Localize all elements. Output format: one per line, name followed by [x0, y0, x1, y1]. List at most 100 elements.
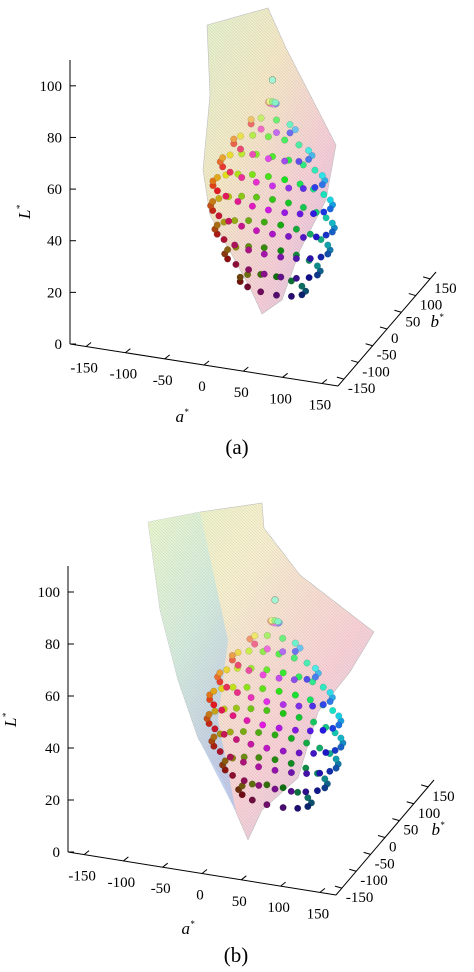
- sample-point: [210, 687, 218, 695]
- b-tick-label: 50: [405, 314, 420, 330]
- sample-point: [260, 218, 268, 226]
- sample-point: [296, 644, 304, 652]
- b-tick-label: -50: [377, 348, 397, 364]
- a-tick-label: -50: [153, 373, 173, 389]
- sample-point: [231, 241, 239, 249]
- sample-point: [332, 764, 340, 772]
- sample-point: [229, 771, 237, 779]
- b-tick-mark: [392, 818, 400, 822]
- sample-point: [316, 769, 324, 777]
- sample-point: [249, 150, 257, 158]
- b-tick-mark: [351, 359, 359, 363]
- sample-point: [245, 666, 253, 674]
- sample-point: [295, 702, 303, 710]
- sample-point: [232, 704, 240, 712]
- sample-point: [326, 698, 334, 706]
- sample-point: [249, 131, 257, 139]
- sample-point: [295, 713, 303, 721]
- sample-point: [232, 260, 240, 268]
- sample-point: [279, 747, 287, 755]
- sample-point: [274, 618, 282, 626]
- sample-point: [294, 788, 302, 796]
- l-tick-label: 20: [45, 793, 60, 809]
- l-axis-label: L*: [15, 205, 34, 220]
- a-tick-label: -150: [68, 869, 96, 885]
- sample-point: [213, 173, 221, 181]
- sample-point: [271, 596, 279, 604]
- sample-point: [216, 748, 224, 756]
- sample-point: [304, 794, 312, 802]
- sample-point: [326, 196, 334, 204]
- b-tick-mark: [394, 309, 402, 313]
- sample-point: [295, 141, 303, 149]
- sample-point: [271, 756, 279, 764]
- sample-point: [322, 749, 330, 757]
- sample-point: [238, 791, 246, 799]
- sample-point: [311, 664, 319, 672]
- l-tick-label: 20: [47, 285, 62, 301]
- sample-point: [279, 648, 287, 656]
- sample-point: [213, 221, 221, 229]
- a-axis-ticks: -150 -100 -50 0 50 100 150: [68, 850, 329, 922]
- sample-point: [269, 76, 277, 84]
- sample-point: [291, 639, 299, 647]
- sample-point: [263, 666, 271, 674]
- a-tick-label: 0: [198, 379, 206, 395]
- sample-point: [260, 244, 268, 252]
- b-tick-label: -100: [362, 364, 390, 380]
- l-tick-label: 80: [47, 130, 62, 146]
- sample-point: [304, 803, 312, 811]
- sample-point: [311, 166, 319, 174]
- sample-point: [291, 691, 299, 699]
- sample-point: [296, 180, 304, 188]
- a-tick-mark: [319, 888, 326, 893]
- a-tick-mark: [164, 354, 171, 360]
- l-axis-label: L*: [1, 713, 20, 728]
- sample-point: [228, 652, 236, 660]
- sample-point: [264, 172, 272, 180]
- sample-point: [257, 114, 265, 122]
- b-tick-mark: [406, 801, 414, 805]
- sample-point: [255, 781, 263, 789]
- sample-point: [226, 728, 234, 736]
- sample-point: [252, 193, 260, 201]
- sample-point: [303, 659, 311, 667]
- sample-points-a: [207, 76, 338, 300]
- sample-point: [271, 766, 279, 774]
- sample-point: [313, 262, 321, 270]
- l-tick-label: 80: [45, 637, 60, 653]
- sample-point: [277, 273, 285, 281]
- a-tick-label: 100: [269, 391, 292, 407]
- sample-point: [223, 683, 231, 691]
- a-tick-mark: [203, 360, 210, 366]
- sample-point: [291, 726, 299, 734]
- sample-point: [292, 274, 300, 282]
- sample-point: [238, 192, 246, 200]
- sample-point: [277, 221, 285, 229]
- sample-point: [305, 274, 313, 282]
- sample-point: [279, 784, 287, 792]
- sample-point: [275, 687, 283, 695]
- sample-point: [240, 777, 248, 785]
- sample-point: [263, 801, 271, 809]
- sample-point: [287, 734, 295, 742]
- sample-point: [290, 676, 298, 684]
- sample-point: [290, 654, 298, 662]
- sample-point: [286, 129, 294, 137]
- sample-point: [271, 731, 279, 739]
- sample-point: [245, 246, 253, 254]
- sample-point: [319, 726, 327, 734]
- l-tick-label: 60: [47, 182, 62, 198]
- sample-point: [311, 183, 319, 191]
- sample-point: [263, 632, 271, 640]
- sample-point: [263, 698, 271, 706]
- sample-point: [225, 217, 233, 225]
- sample-point: [281, 209, 289, 217]
- sample-point: [313, 271, 321, 279]
- sample-point: [305, 155, 313, 163]
- a-tick-mark: [125, 348, 131, 354]
- l-tick-label: 100: [40, 79, 63, 95]
- sample-point: [326, 767, 334, 775]
